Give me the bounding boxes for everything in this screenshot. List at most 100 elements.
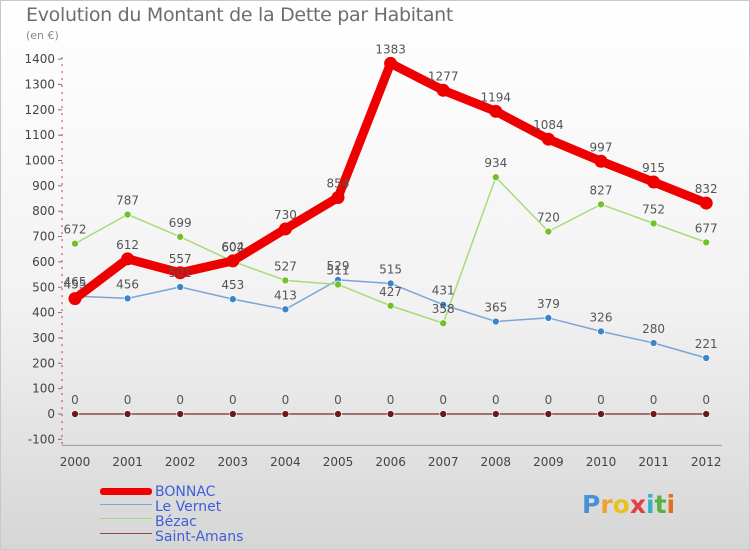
data-label: 0 xyxy=(229,393,237,407)
data-point xyxy=(649,219,658,228)
data-label: 557 xyxy=(169,252,192,266)
data-label: 379 xyxy=(537,297,560,311)
y-tick-label: 1100 xyxy=(24,128,55,142)
data-label: 0 xyxy=(492,393,500,407)
data-point xyxy=(281,305,290,314)
data-label: 0 xyxy=(124,393,132,407)
data-point xyxy=(384,56,398,70)
y-tick-label: 0 xyxy=(47,407,55,421)
data-label: 677 xyxy=(695,221,718,235)
data-label: 511 xyxy=(327,263,350,277)
y-tick-label: 1000 xyxy=(24,154,55,168)
data-point xyxy=(123,410,132,418)
data-point xyxy=(491,317,500,326)
data-label: 501 xyxy=(169,266,192,280)
data-point xyxy=(491,173,500,182)
data-label: 529 xyxy=(327,259,350,273)
data-point xyxy=(436,83,450,97)
data-label: 453 xyxy=(221,278,244,292)
data-point xyxy=(228,295,237,304)
data-point xyxy=(647,175,661,189)
logo-letter: i xyxy=(666,490,676,519)
y-tick-label: 1400 xyxy=(24,52,55,66)
data-label: 413 xyxy=(274,288,297,302)
legend-label-saint-amans: Saint-Amans xyxy=(155,529,244,545)
y-tick-label: 300 xyxy=(32,331,55,345)
data-label: 672 xyxy=(64,223,87,237)
data-point xyxy=(123,210,132,219)
logo-letter: P xyxy=(582,490,601,519)
data-point xyxy=(334,410,342,418)
proxiti-logo: Proxiti xyxy=(582,490,675,519)
legend-swatch-bonnac xyxy=(100,488,152,495)
x-tick-label: 2008 xyxy=(481,455,512,469)
data-label: 515 xyxy=(379,262,402,276)
data-label: 1383 xyxy=(375,42,406,56)
logo-letter: o xyxy=(612,490,630,519)
data-point xyxy=(649,410,658,418)
data-label: 832 xyxy=(695,182,718,196)
data-label: 787 xyxy=(116,193,139,207)
data-label: 455 xyxy=(64,278,87,292)
data-point xyxy=(226,254,240,268)
x-tick-label: 2005 xyxy=(323,455,354,469)
data-point xyxy=(121,252,135,266)
data-label: 854 xyxy=(327,177,350,191)
data-point xyxy=(386,279,395,288)
data-label: 0 xyxy=(439,393,447,407)
data-label: 431 xyxy=(432,284,455,298)
x-tick-label: 2004 xyxy=(270,455,301,469)
data-label: 0 xyxy=(387,393,395,407)
data-point xyxy=(71,410,79,418)
legend-label-bezac: Bézac xyxy=(155,514,197,530)
data-label: 997 xyxy=(590,140,613,154)
data-label: 0 xyxy=(71,393,79,407)
legend-label-le-vernet: Le Vernet xyxy=(155,499,222,515)
logo-letter: t xyxy=(654,490,667,519)
y-tick-label: 400 xyxy=(32,306,55,320)
data-label: 1277 xyxy=(428,69,459,83)
data-point xyxy=(281,410,290,418)
logo-letter: x xyxy=(629,490,646,519)
y-tick-label: 600 xyxy=(32,255,55,269)
data-point xyxy=(489,104,503,118)
data-point xyxy=(597,327,605,336)
data-point xyxy=(544,314,553,322)
data-label: 0 xyxy=(334,393,342,407)
data-label: 0 xyxy=(545,393,553,407)
data-label: 612 xyxy=(116,238,139,252)
data-point xyxy=(702,410,711,418)
data-point xyxy=(68,292,82,306)
data-label: 326 xyxy=(590,310,613,324)
data-point xyxy=(439,410,448,418)
data-label: 1084 xyxy=(533,118,564,132)
x-tick-label: 2011 xyxy=(638,455,669,469)
data-label: 720 xyxy=(537,210,560,224)
data-label: 221 xyxy=(695,337,718,351)
data-point xyxy=(702,238,711,247)
x-tick-label: 2001 xyxy=(112,455,143,469)
data-label: 602 xyxy=(221,240,244,254)
data-point xyxy=(228,410,237,418)
y-tick-label: 1300 xyxy=(24,77,55,91)
x-tick-label: 2006 xyxy=(375,455,406,469)
data-point xyxy=(176,232,185,241)
data-point xyxy=(597,410,605,418)
x-tick-label: 2000 xyxy=(60,455,91,469)
y-tick-label: -100 xyxy=(28,432,55,446)
data-point xyxy=(281,276,290,285)
data-label: 752 xyxy=(642,202,665,216)
data-point xyxy=(71,239,79,248)
y-tick-label: 500 xyxy=(32,280,55,294)
legend-swatch-le-vernet xyxy=(100,504,152,505)
data-label: 604 xyxy=(221,240,244,254)
y-tick-label: 200 xyxy=(32,356,55,370)
x-tick-label: 2007 xyxy=(428,455,459,469)
data-label: 527 xyxy=(274,259,297,273)
data-label: 0 xyxy=(650,393,658,407)
x-tick-label: 2002 xyxy=(165,455,196,469)
data-point xyxy=(594,154,608,168)
data-label: 358 xyxy=(432,302,455,316)
data-point xyxy=(334,280,342,289)
